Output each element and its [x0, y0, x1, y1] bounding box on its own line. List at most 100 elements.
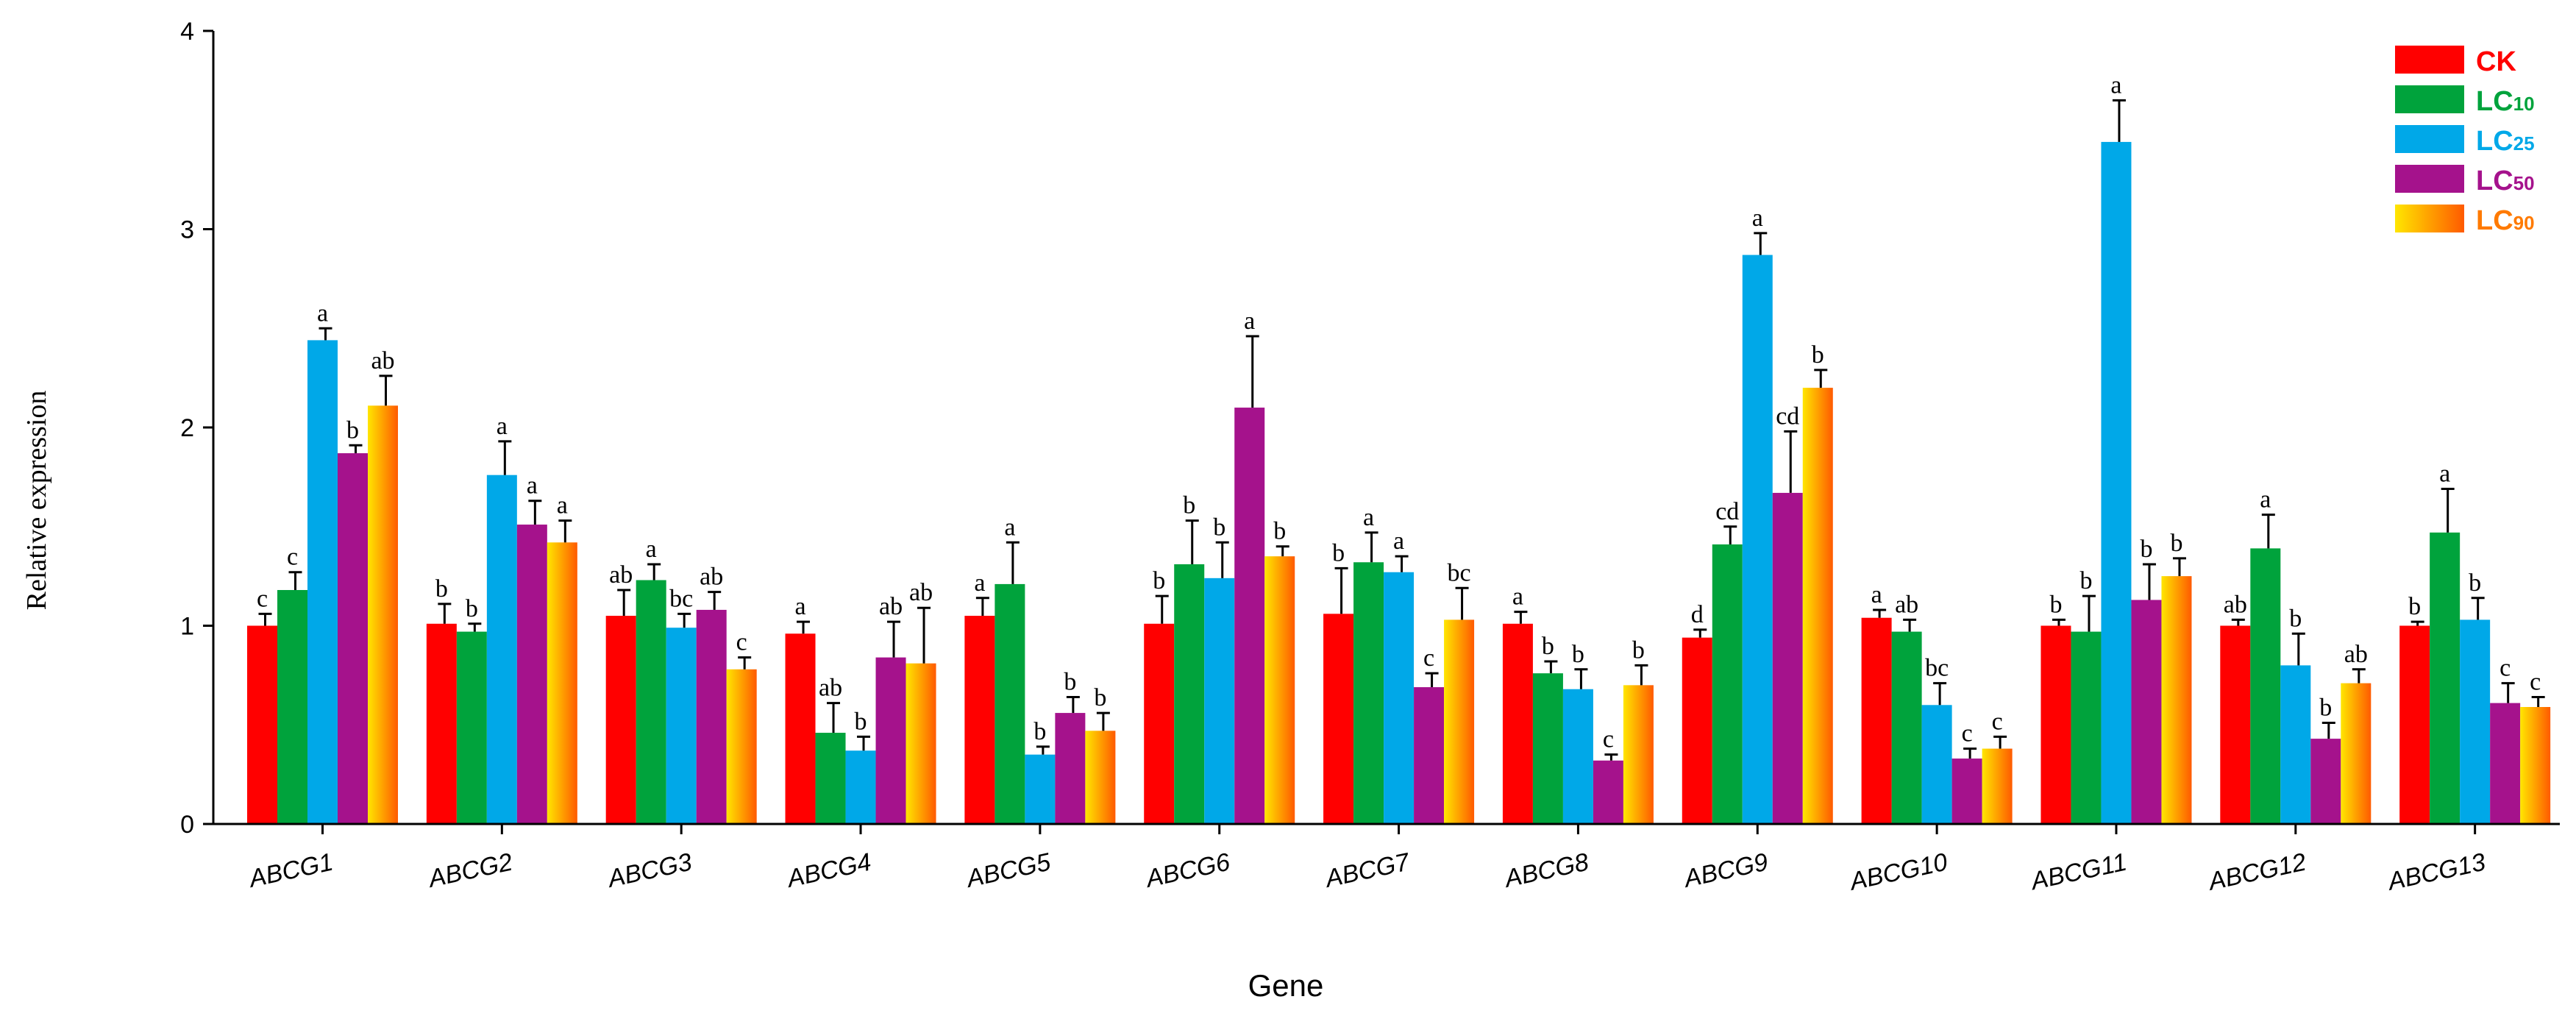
bar-abcg2-ck: [426, 623, 457, 824]
significance-label: ab: [879, 593, 903, 620]
significance-label: a: [1393, 527, 1404, 555]
bar-abcg10-lc50: [1951, 759, 1982, 824]
significance-label: a: [497, 413, 508, 440]
significance-label: ab: [700, 564, 723, 591]
bar-abcg4-lc90: [905, 663, 936, 824]
bar-abcg5-lc90: [1085, 731, 1116, 824]
significance-label: c: [2530, 669, 2541, 696]
significance-label: b: [1183, 492, 1195, 519]
legend-swatch: [2395, 125, 2464, 153]
significance-label: c: [1962, 720, 1973, 747]
significance-label: b: [1632, 636, 1645, 664]
significance-label: c: [287, 544, 298, 571]
significance-label: d: [1691, 601, 1704, 628]
bar-abcg4-lc10: [815, 733, 846, 824]
x-tick-label: ABCG8: [1501, 848, 1591, 894]
significance-label: a: [1512, 583, 1523, 611]
significance-label: b: [2408, 593, 2421, 620]
bar-abcg3-lc90: [726, 669, 757, 824]
bar-abcg8-lc10: [1532, 673, 1563, 824]
significance-label: ab: [909, 579, 933, 606]
x-tick-label: ABCG11: [2027, 848, 2130, 896]
bar-group-abcg10: a ab bc c c: [1861, 581, 2013, 824]
legend-label: CK: [2476, 46, 2516, 77]
significance-label: ab: [2344, 641, 2368, 668]
bar-abcg10-lc90: [1982, 748, 2013, 824]
bar-abcg11-lc10: [2071, 631, 2102, 824]
significance-label: b: [2170, 530, 2182, 557]
bar-abcg12-lc50: [2310, 739, 2341, 824]
bar-abcg12-lc10: [2250, 548, 2281, 824]
significance-label: b: [346, 416, 359, 444]
significance-label: cd: [1776, 402, 1799, 430]
significance-label: a: [527, 472, 538, 500]
y-axis-title: Relative expression: [21, 391, 52, 611]
significance-label: b: [466, 595, 478, 622]
significance-label: a: [1871, 581, 1882, 608]
significance-label: a: [557, 492, 568, 519]
significance-label: a: [1244, 308, 1255, 335]
bar-abcg11-ck: [2040, 625, 2071, 824]
bar-abcg1-ck: [247, 625, 277, 824]
bar-abcg9-lc10: [1712, 544, 1743, 824]
significance-label: a: [2110, 71, 2121, 99]
significance-label: ab: [819, 675, 842, 702]
significance-label: bc: [669, 585, 693, 612]
bar-abcg11-lc50: [2131, 600, 2162, 824]
bar-abcg10-lc10: [1891, 631, 1922, 824]
bar-abcg1-lc90: [368, 405, 398, 824]
significance-label: c: [2499, 655, 2511, 682]
bar-abcg12-lc25: [2280, 665, 2311, 824]
significance-label: b: [1064, 669, 1076, 696]
significance-label: b: [1572, 641, 1584, 668]
y-tick-label: 1: [180, 613, 194, 641]
bar-abcg12-lc90: [2341, 683, 2372, 824]
bar-abcg6-lc25: [1204, 578, 1235, 824]
bar-abcg3-lc10: [636, 580, 666, 824]
bar-abcg8-lc25: [1562, 689, 1593, 824]
bar-abcg7-lc50: [1414, 687, 1445, 824]
significance-label: bc: [1448, 559, 1471, 586]
bar-abcg2-lc25: [486, 475, 517, 824]
significance-label: c: [1603, 726, 1614, 753]
significance-label: b: [855, 708, 867, 735]
significance-label: c: [257, 585, 268, 612]
significance-label: a: [1363, 504, 1374, 531]
significance-label: ab: [609, 561, 633, 589]
bar-abcg8-ck: [1502, 623, 1533, 824]
bar-group-abcg9: d cd a cd b: [1682, 205, 1833, 824]
significance-label: b: [1332, 539, 1345, 566]
significance-label: b: [1094, 684, 1106, 711]
bar-abcg11-lc25: [2101, 141, 2132, 825]
bar-abcg2-lc90: [547, 542, 577, 824]
significance-label: b: [1153, 567, 1165, 594]
bar-group-abcg13: b a b cc: [2399, 461, 2551, 824]
significance-label: b: [2049, 591, 2062, 618]
significance-label: b: [2289, 605, 2302, 632]
bar-abcg4-lc25: [845, 750, 876, 824]
legend-item-lc90: LC90: [2395, 205, 2535, 236]
significance-label: a: [2260, 486, 2271, 514]
significance-label: b: [2079, 567, 2092, 594]
significance-label: c: [736, 629, 747, 656]
y-tick-label: 0: [180, 811, 194, 839]
legend: CK LC10 LC25 LC50 LC90: [2395, 46, 2535, 236]
bar-abcg1-lc10: [277, 589, 307, 824]
significance-label: bc: [1925, 655, 1949, 682]
bar-abcg5-ck: [964, 616, 995, 824]
bar-abcg10-ck: [1861, 617, 1892, 824]
x-tick-label: ABCG1: [246, 848, 336, 894]
legend-label: LC50: [2476, 166, 2535, 196]
bar-abcg9-ck: [1682, 637, 1712, 824]
significance-label: c: [1992, 708, 2003, 735]
significance-label: c: [1423, 644, 1434, 672]
y-tick-label: 4: [180, 18, 194, 46]
bar-group-abcg8: ab bcb: [1502, 583, 1654, 824]
bar-abcg9-lc90: [1802, 388, 1833, 824]
